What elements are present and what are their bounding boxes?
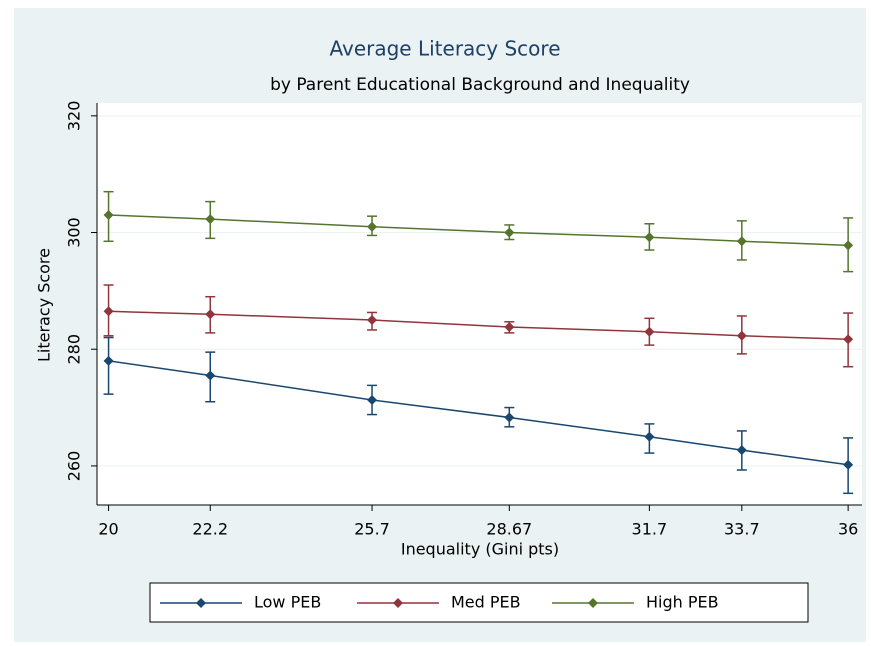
y-axis-title: Literacy Score bbox=[35, 248, 54, 362]
y-tick-label: 320 bbox=[65, 101, 84, 132]
x-tick-label: 20 bbox=[98, 520, 118, 539]
y-tick-label: 300 bbox=[65, 217, 84, 248]
legend bbox=[149, 582, 809, 623]
x-tick-label: 28.67 bbox=[486, 520, 532, 539]
point bbox=[736, 445, 747, 456]
point bbox=[205, 214, 216, 225]
point bbox=[504, 412, 515, 423]
point bbox=[367, 394, 378, 405]
chart-title: Average Literacy Score bbox=[329, 37, 560, 61]
point bbox=[843, 459, 854, 470]
x-tick-label: 22.2 bbox=[192, 520, 228, 539]
legend-marker bbox=[196, 598, 206, 608]
x-axis-title: Inequality (Gini pts) bbox=[401, 540, 559, 559]
legend-label: Low PEB bbox=[254, 593, 321, 612]
x-tick-label: 36 bbox=[838, 520, 858, 539]
point bbox=[736, 236, 747, 247]
point bbox=[205, 309, 216, 320]
point bbox=[504, 227, 515, 238]
point bbox=[103, 355, 114, 366]
legend-marker bbox=[393, 598, 403, 608]
legend-marker bbox=[588, 598, 598, 608]
point bbox=[103, 210, 114, 221]
point bbox=[367, 315, 378, 326]
point bbox=[644, 431, 655, 442]
plot-region bbox=[97, 103, 862, 505]
y-tick-label: 280 bbox=[65, 334, 84, 365]
chart-subtitle: by Parent Educational Background and Ine… bbox=[270, 75, 690, 95]
point bbox=[504, 322, 515, 333]
point bbox=[644, 326, 655, 337]
legend-label: Med PEB bbox=[451, 593, 521, 612]
point bbox=[843, 334, 854, 345]
point bbox=[103, 306, 114, 317]
point bbox=[644, 232, 655, 243]
point bbox=[736, 330, 747, 341]
x-tick-label: 25.7 bbox=[354, 520, 390, 539]
point bbox=[843, 240, 854, 251]
legend-label: High PEB bbox=[646, 593, 719, 612]
point bbox=[367, 221, 378, 232]
x-tick-label: 31.7 bbox=[632, 520, 668, 539]
point bbox=[205, 370, 216, 381]
y-tick-label: 260 bbox=[65, 451, 84, 482]
x-tick-label: 33.7 bbox=[724, 520, 760, 539]
